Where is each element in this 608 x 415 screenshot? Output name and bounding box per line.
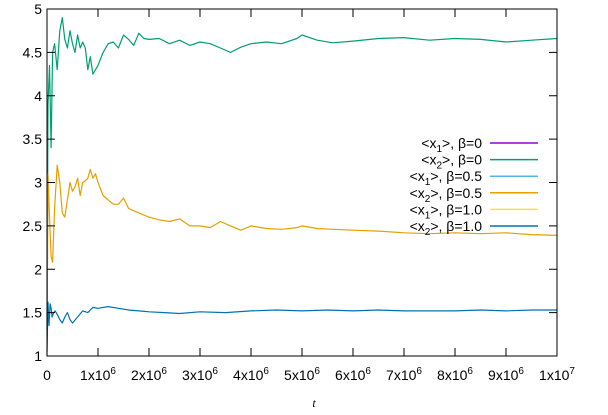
x-tick-label: 6x106: [335, 366, 371, 383]
series-line-4: [46, 164, 558, 357]
x-tick-label-exponent: 6: [518, 366, 524, 377]
x-tick-label-exponent: 6: [212, 366, 218, 377]
legend-label: <x2>, β=1.0: [410, 218, 483, 238]
legend-label: <x2>, β=0.5: [410, 185, 483, 205]
legend-label-suffix: >, β=0: [442, 135, 482, 151]
legend-label: <x2>, β=0: [421, 152, 482, 172]
legend-label-subscript: 2: [425, 194, 431, 205]
y-tick-label: 1: [34, 348, 42, 364]
legend-label-prefix: <x: [410, 201, 425, 217]
x-tick-label: 1x106: [80, 366, 116, 383]
y-tick-label: 1.5: [23, 305, 43, 321]
x-tick-label-base: 3x10: [182, 367, 213, 383]
x-tick-label-base: 1x10: [80, 367, 111, 383]
legend-label-subscript: 1: [425, 210, 431, 221]
x-tick-label-exponent: 6: [416, 366, 422, 377]
x-tick-label-exponent: 6: [314, 366, 320, 377]
legend-label-suffix: >, β=1.0: [430, 201, 482, 217]
x-tick-label: 1x107: [539, 366, 575, 383]
x-tick-label-base: 7x10: [386, 367, 417, 383]
x-tick-label-base: 6x10: [335, 367, 366, 383]
x-tick-label-exponent: 6: [110, 366, 116, 377]
x-tick-label-base: 2x10: [131, 367, 162, 383]
legend-label: <x1>, β=1.0: [410, 201, 483, 221]
series-lines: [46, 17, 558, 357]
x-tick-label-exponent: 7: [569, 366, 575, 377]
x-tick-label-base: 9x10: [488, 367, 519, 383]
legend-label-prefix: <x: [410, 185, 425, 201]
x-tick-label-exponent: 6: [161, 366, 167, 377]
x-tick-label-exponent: 6: [263, 366, 269, 377]
x-tick-label: 0: [43, 367, 51, 383]
series-line-6: [46, 301, 557, 352]
legend: <x1>, β=0<x2>, β=0<x1>, β=0.5<x2>, β=0.5…: [410, 135, 538, 238]
series-line-2: [46, 17, 558, 331]
legend-label: <x1>, β=0: [421, 135, 482, 155]
x-tick-label: 5x106: [284, 366, 320, 383]
x-tick-label-exponent: 6: [467, 366, 473, 377]
axis-ticks: [46, 8, 558, 357]
axis-tick-labels: 11.522.533.544.550 1x106 2x106 3x106 4x106 5x…: [23, 1, 576, 383]
legend-label-subscript: 1: [436, 144, 442, 155]
x-tick-label: 7x106: [386, 366, 422, 383]
x-tick-label-exponent: 6: [365, 366, 371, 377]
legend-label-prefix: <x: [421, 152, 436, 168]
x-tick-label: 8x106: [437, 366, 473, 383]
y-tick-label: 4: [34, 88, 42, 104]
legend-label-subscript: 1: [425, 177, 431, 188]
x-tick-label-base: 8x10: [437, 367, 468, 383]
x-tick-label-base: 4x10: [233, 367, 264, 383]
legend-label-suffix: >, β=0: [442, 152, 482, 168]
legend-label-suffix: >, β=0.5: [430, 168, 482, 184]
legend-label-suffix: >, β=1.0: [430, 218, 482, 234]
x-tick-label: 2x106: [131, 366, 167, 383]
x-tick-label: 3x106: [182, 366, 218, 383]
legend-label-prefix: <x: [410, 168, 425, 184]
y-tick-label: 5: [34, 1, 42, 17]
x-tick-label: 9x106: [488, 366, 524, 383]
y-tick-label: 3: [34, 175, 42, 191]
x-tick-label-base: 0: [43, 367, 51, 383]
x-tick-label-base: 1x10: [539, 367, 570, 383]
y-tick-label: 3.5: [23, 131, 43, 147]
legend-label-prefix: <x: [421, 135, 436, 151]
y-tick-label: 2: [34, 261, 42, 277]
legend-label-subscript: 2: [425, 227, 431, 238]
y-tick-label: 2.5: [23, 218, 43, 234]
x-tick-label-base: 5x10: [284, 367, 315, 383]
x-axis-title: t: [312, 396, 316, 410]
x-tick-label: 4x106: [233, 366, 269, 383]
y-tick-label: 4.5: [23, 44, 43, 60]
legend-label-prefix: <x: [410, 218, 425, 234]
legend-label-suffix: >, β=0.5: [430, 185, 482, 201]
legend-label-subscript: 2: [436, 161, 442, 172]
legend-label: <x1>, β=0.5: [410, 168, 483, 188]
